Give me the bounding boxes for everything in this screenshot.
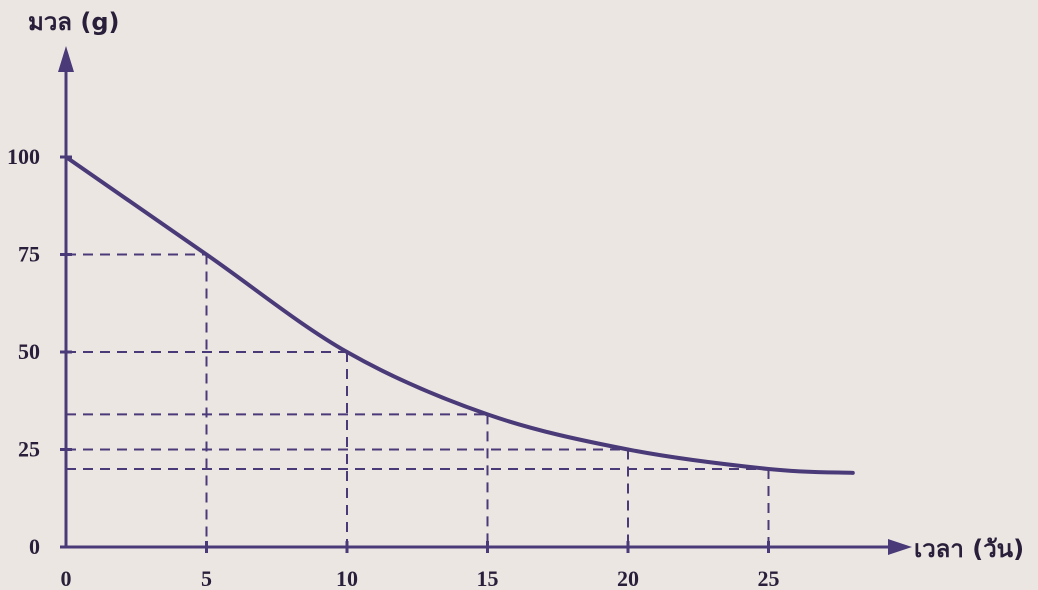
y-tick-label: 0 xyxy=(29,534,40,559)
axes xyxy=(58,46,912,555)
x-tick-label: 5 xyxy=(201,566,212,590)
x-tick-label: 15 xyxy=(477,566,499,590)
y-axis-title: มวล (g) xyxy=(28,8,119,36)
ticks: 0 5 10 15 20 25 0 25 50 75 100 xyxy=(7,144,780,590)
x-tick-label: 25 xyxy=(758,566,780,590)
reference-lines xyxy=(66,253,770,547)
y-tick-label: 100 xyxy=(7,144,40,169)
x-axis-arrowhead xyxy=(888,539,912,555)
x-axis-title: เวลา (วัน) xyxy=(914,535,1024,563)
y-tick-label: 50 xyxy=(18,339,40,364)
y-axis-arrowhead xyxy=(58,46,74,72)
y-tick-label: 75 xyxy=(18,242,40,267)
x-tick-label: 20 xyxy=(617,566,639,590)
y-tick-label: 25 xyxy=(18,437,40,462)
mass-decay-curve xyxy=(64,155,855,475)
x-tick-label: 10 xyxy=(336,566,358,590)
x-tick-label: 0 xyxy=(61,566,72,590)
